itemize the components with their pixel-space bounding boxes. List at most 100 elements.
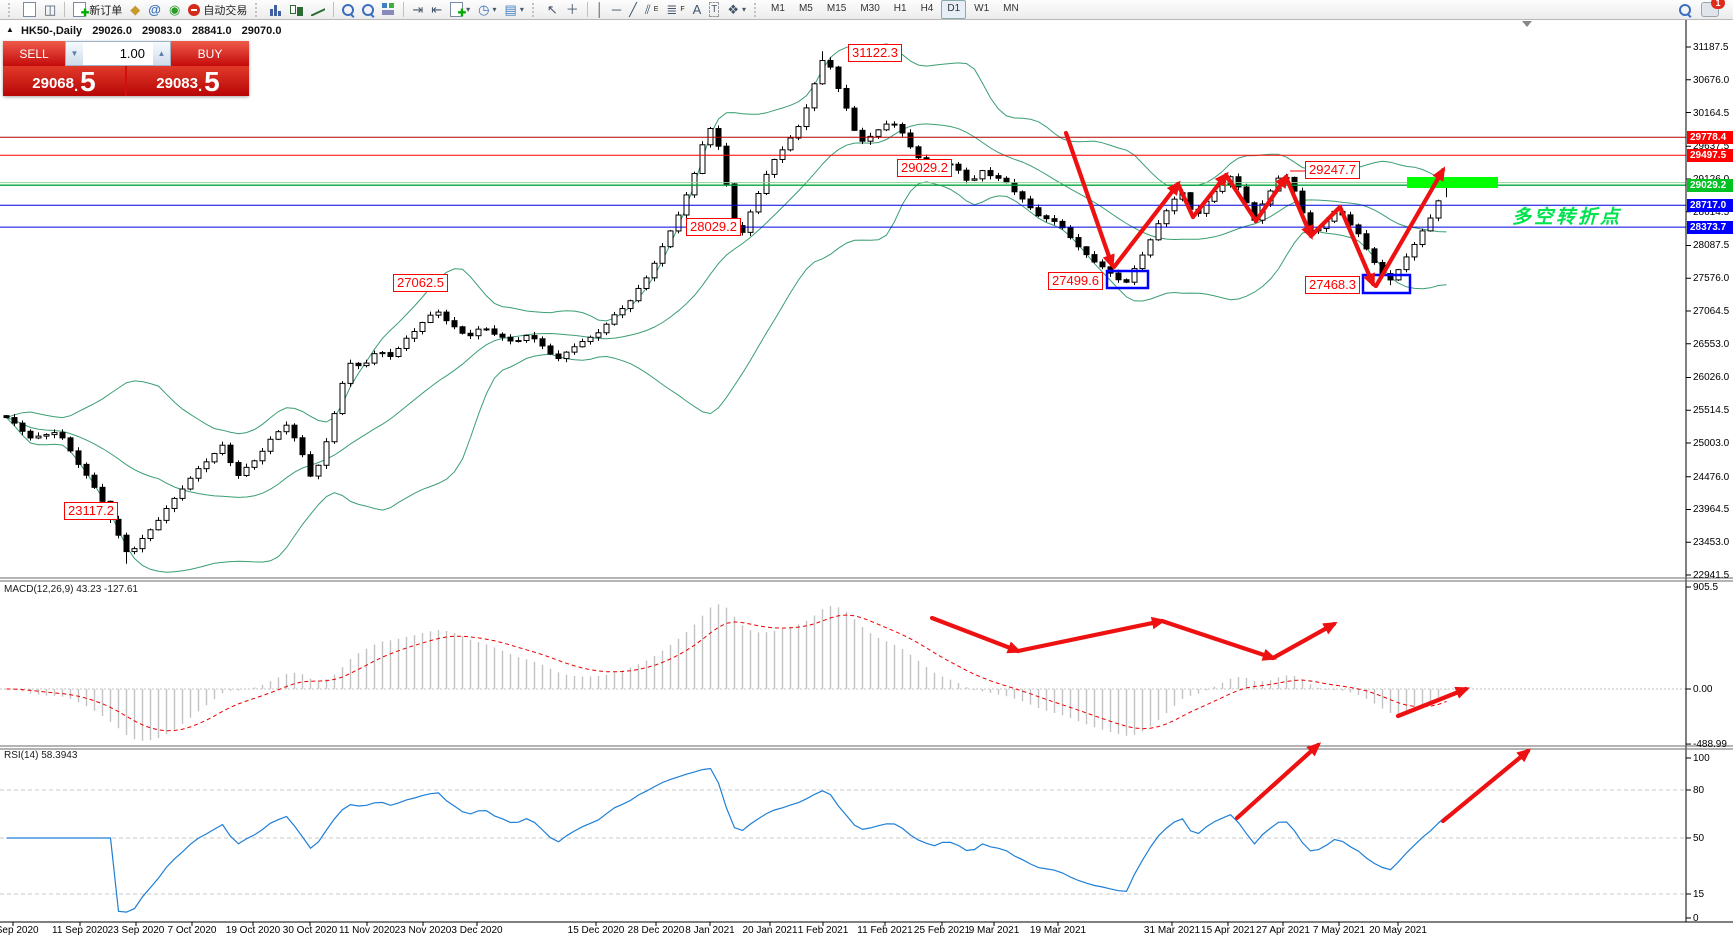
mql-community-button[interactable]: @ bbox=[144, 0, 165, 20]
market-depth-button[interactable]: ◆ bbox=[126, 0, 144, 20]
price-annotation-label[interactable]: 28029.2 bbox=[686, 218, 741, 236]
profiles-icon: ◫ bbox=[44, 2, 57, 17]
community-icon: @ bbox=[148, 2, 161, 17]
time-axis-label: 27 Apr 2021 bbox=[1256, 925, 1310, 936]
price-annotation-label[interactable]: 31122.3 bbox=[848, 44, 903, 62]
time-axis-label: 31 Mar 2021 bbox=[1143, 925, 1201, 936]
price-axis-tick: 28087.5 bbox=[1693, 240, 1730, 252]
text-label-tool[interactable]: T bbox=[705, 0, 723, 20]
timeframe-button-h1[interactable]: H1 bbox=[893, 3, 907, 14]
new-order-button[interactable]: ✚ 新订单 bbox=[69, 0, 126, 20]
macd-label: MACD(12,26,9) 43.23 -127.61 bbox=[4, 584, 138, 595]
tile-windows-icon bbox=[382, 3, 395, 16]
trend-arrow-macd bbox=[1015, 616, 1167, 654]
timeframe-button-w1[interactable]: W1 bbox=[974, 3, 990, 14]
trendline-tool[interactable]: ╱ bbox=[625, 0, 641, 20]
zoom-in-button[interactable] bbox=[338, 0, 358, 20]
volume-decrease-button[interactable]: ▼ bbox=[66, 42, 83, 65]
collapse-marker-icon[interactable]: ▲ bbox=[6, 25, 14, 34]
trend-arrow-main bbox=[1063, 130, 1115, 269]
price-annotation-label[interactable]: 29029.2 bbox=[897, 159, 952, 177]
horizontal-line-tool[interactable]: ─ bbox=[608, 0, 625, 20]
text-tool[interactable]: A bbox=[689, 0, 706, 20]
crosshair-tool-button[interactable]: ＋ bbox=[562, 0, 583, 20]
volume-increase-button[interactable]: ▲ bbox=[153, 42, 170, 65]
time-axis-label: 15 Dec 2020 bbox=[567, 925, 625, 936]
bar-chart-button[interactable] bbox=[266, 0, 285, 20]
vertical-line-tool[interactable]: │ bbox=[592, 0, 608, 20]
sell-price-main: 29068 bbox=[32, 75, 74, 92]
price-axis-tick: 26553.0 bbox=[1693, 338, 1730, 350]
zoom-out-icon bbox=[362, 3, 375, 18]
time-axis-label: 1 Sep 2020 bbox=[0, 925, 39, 936]
candlestick-chart-button[interactable] bbox=[285, 0, 307, 20]
price-axis-tick: 25003.0 bbox=[1693, 438, 1730, 449]
green-zone-rect bbox=[1407, 177, 1498, 188]
one-click-trading-panel: SELL ▼ 1.00 ▲ BUY 29068 . 5 29083 . 5 bbox=[3, 41, 249, 96]
volume-input[interactable]: 1.00 bbox=[83, 42, 153, 65]
time-axis-label: 11 Sep 2020 bbox=[52, 925, 108, 936]
ohlc-low: 28841.0 bbox=[191, 25, 232, 37]
cursor-tool-button[interactable]: ↖ bbox=[543, 0, 562, 20]
channel-icon: ⫽ bbox=[644, 2, 651, 17]
autotrading-icon bbox=[188, 3, 201, 16]
signals-button[interactable]: ◉ bbox=[165, 0, 184, 20]
trend-arrow-main bbox=[1223, 172, 1259, 224]
price-annotation-label[interactable]: 23117.2 bbox=[64, 502, 119, 520]
fibonacci-tool[interactable]: ≣ F bbox=[666, 2, 685, 17]
arrows-tool[interactable]: ❖ ▾ bbox=[723, 0, 750, 20]
gold-icon: ◆ bbox=[130, 2, 141, 17]
period-button[interactable]: ◷ ▾ bbox=[474, 0, 500, 20]
chart-profiles-button[interactable]: ◫ bbox=[40, 0, 60, 20]
buy-price-main: 29083 bbox=[156, 75, 198, 92]
main-toolbar: ◫ ✚ 新订单 ◆ @ ◉ 自动交易 ⇥ ⇤ ✚ ▾ ◷ ▾ ▤ ▾ ↖ ＋ │ ─ … bbox=[0, 0, 1733, 20]
buy-price-display[interactable]: 29083 . 5 bbox=[127, 66, 249, 96]
bull-bear-turning-point-note[interactable]: 多空转折点 bbox=[1512, 207, 1623, 228]
time-axis-label: 30 Oct 2020 bbox=[282, 925, 338, 936]
symbol-name: HK50-,Daily bbox=[20, 25, 83, 37]
zoom-in-icon bbox=[342, 3, 355, 18]
timeframe-button-m5[interactable]: M5 bbox=[798, 3, 813, 14]
chart-shift-button[interactable]: ⇤ bbox=[427, 0, 446, 20]
sell-price-display[interactable]: 29068 . 5 bbox=[3, 66, 125, 96]
bar-chart-icon bbox=[270, 3, 282, 16]
new-chart-button[interactable] bbox=[19, 0, 40, 20]
chevron-down-icon: ▾ bbox=[742, 5, 747, 14]
timeframe-button-m15[interactable]: M15 bbox=[826, 3, 847, 14]
line-chart-button[interactable] bbox=[307, 0, 329, 20]
auto-scroll-icon: ⇥ bbox=[412, 2, 424, 17]
tile-windows-button[interactable] bbox=[378, 0, 399, 20]
timeframe-button-mn[interactable]: MN bbox=[1003, 3, 1019, 14]
trendline-icon: ╱ bbox=[629, 2, 637, 17]
buy-button[interactable]: BUY bbox=[171, 41, 249, 66]
templates-button[interactable]: ▤ ▾ bbox=[501, 0, 528, 20]
crosshair-icon: ＋ bbox=[565, 2, 579, 17]
price-annotation-label[interactable]: 27499.6 bbox=[1048, 272, 1103, 290]
price-annotation-label[interactable]: 27062.5 bbox=[393, 274, 448, 292]
price-annotation-label[interactable]: 27468.3 bbox=[1305, 276, 1360, 294]
zoom-out-button[interactable] bbox=[358, 0, 378, 20]
price-annotation-label[interactable]: 29247.7 bbox=[1305, 161, 1360, 179]
macd-axis-tick: -488.99 bbox=[1693, 739, 1727, 751]
add-indicator-button[interactable]: ✚ ▾ bbox=[446, 0, 474, 20]
search-icon[interactable] bbox=[1679, 3, 1692, 18]
trend-arrow-macd bbox=[1395, 686, 1470, 719]
price-badge: 28717.0 bbox=[1687, 198, 1733, 212]
new-order-label: 新订单 bbox=[89, 4, 123, 17]
autotrading-button[interactable]: 自动交易 bbox=[184, 0, 251, 20]
chat-icon[interactable]: 1 bbox=[1701, 0, 1725, 17]
timeframe-button-d1[interactable]: D1 bbox=[941, 0, 967, 19]
ohlc-close: 29070.0 bbox=[241, 25, 282, 37]
price-axis-tick: 27576.0 bbox=[1693, 273, 1730, 285]
price-axis-tick: 30164.5 bbox=[1693, 107, 1730, 119]
auto-scroll-button[interactable]: ⇥ bbox=[408, 0, 427, 20]
price-axis-tick: 25514.5 bbox=[1693, 405, 1730, 417]
timeframe-button-m30[interactable]: M30 bbox=[860, 3, 880, 14]
chevron-down-icon: ▾ bbox=[519, 5, 524, 14]
rsi-label: RSI(14) 58.3943 bbox=[4, 750, 78, 761]
timeframe-button-m1[interactable]: M1 bbox=[771, 3, 785, 14]
timeframe-button-h4[interactable]: H4 bbox=[920, 3, 934, 14]
sell-button[interactable]: SELL bbox=[3, 41, 65, 66]
channel-tool[interactable]: ⫽ E bbox=[644, 2, 659, 17]
